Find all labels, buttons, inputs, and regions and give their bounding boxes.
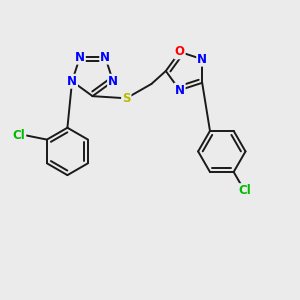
Text: Cl: Cl (13, 129, 25, 142)
Text: N: N (67, 75, 77, 88)
Text: Cl: Cl (238, 184, 251, 197)
Text: N: N (197, 53, 207, 66)
Text: N: N (108, 75, 118, 88)
Text: O: O (175, 45, 185, 58)
Text: N: N (100, 51, 110, 64)
Text: S: S (122, 92, 130, 105)
Text: N: N (175, 84, 185, 97)
Text: N: N (75, 51, 85, 64)
